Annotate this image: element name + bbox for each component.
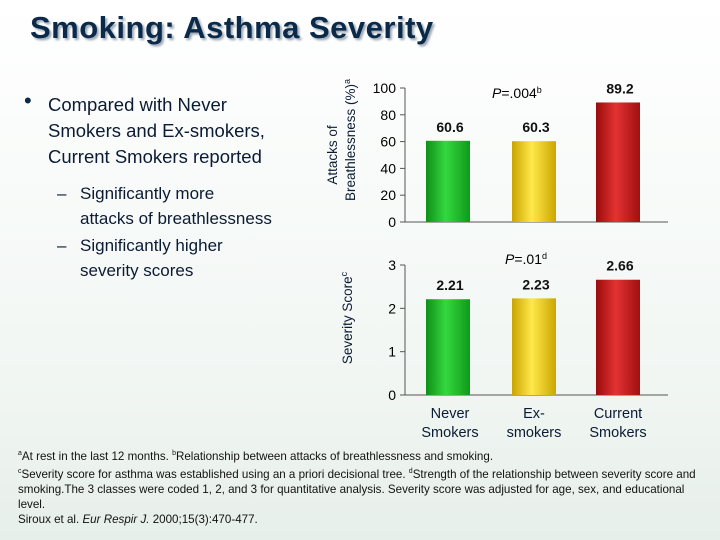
bottom-chart-y-tick-label: 3: [388, 257, 396, 273]
top-chart-y-label-line1: Attacks of: [325, 125, 340, 185]
top-chart-y-tick-label: 40: [380, 160, 396, 176]
bottom-chart-data-labels: 2.21 2.23 2.66: [436, 258, 633, 294]
bottom-chart-y-tick-label: 1: [388, 344, 396, 360]
top-chart-bar-never-smokers: [426, 140, 470, 222]
sub-bullet-list: – Significantly more attacks of breathle…: [22, 182, 272, 283]
top-chart-y-label-line2: Breathlessness (%)a: [342, 79, 358, 201]
bottom-chart-y-tick-label: 0: [388, 387, 396, 403]
bottom-chart-data-label-ex-smokers: 2.23: [522, 276, 549, 292]
citation: Siroux et al. Eur Respir J. 2000;15(3):4…: [18, 512, 258, 526]
top-chart-data-labels: 60.6 60.3 89.2: [436, 80, 633, 135]
x-label-never-line2: Smokers: [421, 425, 478, 441]
bullet-main-text: Compared with Never Smokers and Ex-smoke…: [48, 94, 265, 167]
sub-bullet-1-text: Significantly more attacks of breathless…: [80, 184, 272, 228]
bottom-chart-data-label-current-smokers: 2.66: [606, 258, 633, 274]
bullet-list: • Compared with Never Smokers and Ex-smo…: [22, 88, 272, 283]
footnotes: aAt rest in the last 12 months. bRelatio…: [18, 446, 710, 527]
x-label-current-line1: Current: [594, 406, 642, 422]
bottom-chart-bar-ex-smokers: [512, 298, 556, 395]
top-chart-y-tick-label: 80: [380, 107, 396, 123]
top-chart-data-label-ex-smokers: 60.3: [522, 119, 549, 135]
sub-bullet-2-text: Significantly higher severity scores: [80, 236, 223, 280]
x-label-current-line2: Smokers: [589, 425, 646, 441]
sub-bullet-1: – Significantly more attacks of breathle…: [22, 182, 272, 231]
top-chart-bar-ex-smokers: [512, 141, 556, 222]
bottom-chart-y-tick-label: 2: [388, 300, 396, 316]
top-chart-bars: [426, 102, 640, 222]
footnote-cd: cSeverity score for asthma was establish…: [18, 467, 696, 511]
dash-icon: –: [57, 236, 67, 255]
x-label-never-line1: Never: [431, 406, 470, 422]
top-chart-y-tick-label: 20: [380, 187, 396, 203]
bullet-main: • Compared with Never Smokers and Ex-smo…: [22, 88, 272, 170]
top-chart-y-tick-label: 100: [373, 80, 397, 96]
x-label-ex-line2: smokers: [507, 425, 562, 441]
bottom-chart-pvalue: P=.01d: [505, 251, 547, 267]
bottom-chart-data-label-never-smokers: 2.21: [436, 277, 463, 293]
bottom-chart-bars: [426, 279, 640, 395]
top-chart-y-ticks: 0 20 40 60 80 100: [373, 80, 405, 230]
top-chart-y-tick-label: 60: [380, 134, 396, 150]
bullet-dot-icon: •: [24, 88, 32, 113]
top-chart-data-label-never-smokers: 60.6: [436, 119, 463, 135]
top-chart-pvalue: P=.004b: [492, 85, 542, 101]
dash-icon: –: [57, 184, 67, 203]
x-label-ex-line1: Ex-: [523, 406, 545, 422]
top-chart-bar-current-smokers: [596, 102, 640, 222]
bottom-chart-y-label: Severity Scorec: [339, 271, 355, 364]
sub-bullet-2: – Significantly higher severity scores: [22, 234, 272, 283]
bottom-chart-bar-never-smokers: [426, 299, 470, 395]
footnote-ab: aAt rest in the last 12 months. bRelatio…: [18, 449, 494, 463]
bottom-chart-bar-current-smokers: [596, 279, 640, 395]
top-chart-y-tick-label: 0: [388, 214, 396, 230]
bottom-chart-y-ticks: 0 1 2 3: [388, 257, 405, 403]
top-chart-data-label-current-smokers: 89.2: [606, 80, 633, 96]
slide-title: Smoking: Asthma Severity: [30, 10, 434, 45]
